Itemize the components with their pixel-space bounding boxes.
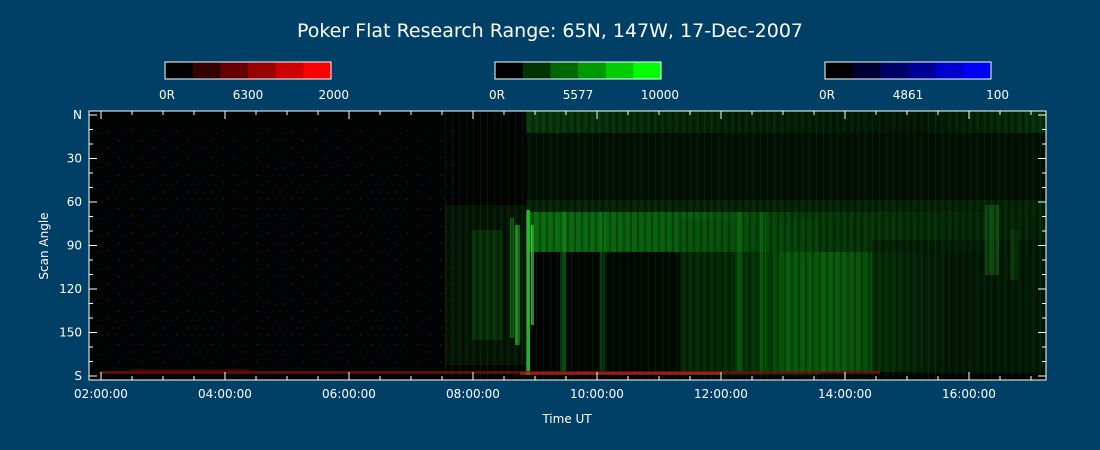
- colorbar-legends: 0R 6300 2000 0R 5577 10000 0R 4861 100: [159, 61, 1009, 102]
- x-tick-label: 10:00:00: [570, 387, 624, 401]
- colorbar-swatch: [303, 62, 332, 79]
- x-tick-label: 12:00:00: [694, 387, 748, 401]
- colorbar-swatch: [165, 62, 194, 79]
- colorbar-swatch: [963, 62, 992, 79]
- y-tick-label: N: [73, 108, 82, 122]
- colorbar-label: 0R: [159, 88, 175, 102]
- colorbar-swatch: [852, 62, 881, 79]
- colorbar-label: 2000: [318, 88, 349, 102]
- y-tick-label: 30: [67, 152, 82, 166]
- colorbar-swatch: [908, 62, 937, 79]
- x-tick-label: 04:00:00: [198, 387, 252, 401]
- x-axis: 02:00:00 04:00:00 06:00:00 08:00:00 10:00:00…: [74, 111, 1032, 401]
- colorbar-6300: 0R 6300 2000: [159, 61, 349, 102]
- colorbar-swatch: [578, 62, 607, 79]
- colorbar-swatch: [935, 62, 964, 79]
- colorbar-swatch: [248, 62, 277, 79]
- blue-emission-layer: [100, 125, 460, 365]
- y-tick-label: 120: [59, 282, 82, 296]
- x-axis-label: Time UT: [541, 412, 592, 426]
- x-tick-label: 14:00:00: [818, 387, 872, 401]
- colorbar-swatch: [605, 62, 634, 79]
- colorbar-label: 6300: [233, 88, 264, 102]
- colorbar-label: 0R: [489, 88, 505, 102]
- y-tick-label: 90: [67, 239, 82, 253]
- colorbar-swatch: [275, 62, 304, 79]
- y-axis: N 30 60 90 120 150 S: [59, 108, 1046, 383]
- colorbar-label: 100: [986, 88, 1009, 102]
- x-tick-label: 08:00:00: [446, 387, 500, 401]
- chart-title: Poker Flat Research Range: 65N, 147W, 17…: [297, 20, 803, 42]
- y-axis-label: Scan Angle: [37, 212, 51, 279]
- plot-area: [88, 110, 1047, 381]
- colorbar-4861: 0R 4861 100: [819, 61, 1009, 102]
- colorbar-frame: [494, 61, 662, 80]
- colorbar-swatch: [220, 62, 249, 79]
- colorbar-swatch: [192, 62, 221, 79]
- colorbar-label: 10000: [641, 88, 679, 102]
- colorbar-swatch: [550, 62, 579, 79]
- colorbar-swatch: [880, 62, 909, 79]
- colorbar-swatch: [633, 62, 662, 79]
- colorbar-swatch: [522, 62, 551, 79]
- x-tick-label: 16:00:00: [942, 387, 996, 401]
- colorbar-frame: [164, 61, 332, 80]
- red-emission-layer: [100, 369, 880, 375]
- colorbar-swatch: [825, 62, 854, 79]
- x-tick-label: 02:00:00: [74, 387, 128, 401]
- colorbar-label: 5577: [563, 88, 594, 102]
- green-emission-layer: [445, 111, 1046, 380]
- y-tick-label: 60: [67, 195, 82, 209]
- colorbar-label: 0R: [819, 88, 835, 102]
- colorbar-label: 4861: [893, 88, 924, 102]
- x-tick-label: 06:00:00: [322, 387, 376, 401]
- colorbar-frame: [824, 61, 992, 80]
- y-tick-label: 150: [59, 326, 82, 340]
- y-tick-label: S: [74, 369, 82, 383]
- colorbar-swatch: [495, 62, 524, 79]
- colorbar-5577: 0R 5577 10000: [489, 61, 679, 102]
